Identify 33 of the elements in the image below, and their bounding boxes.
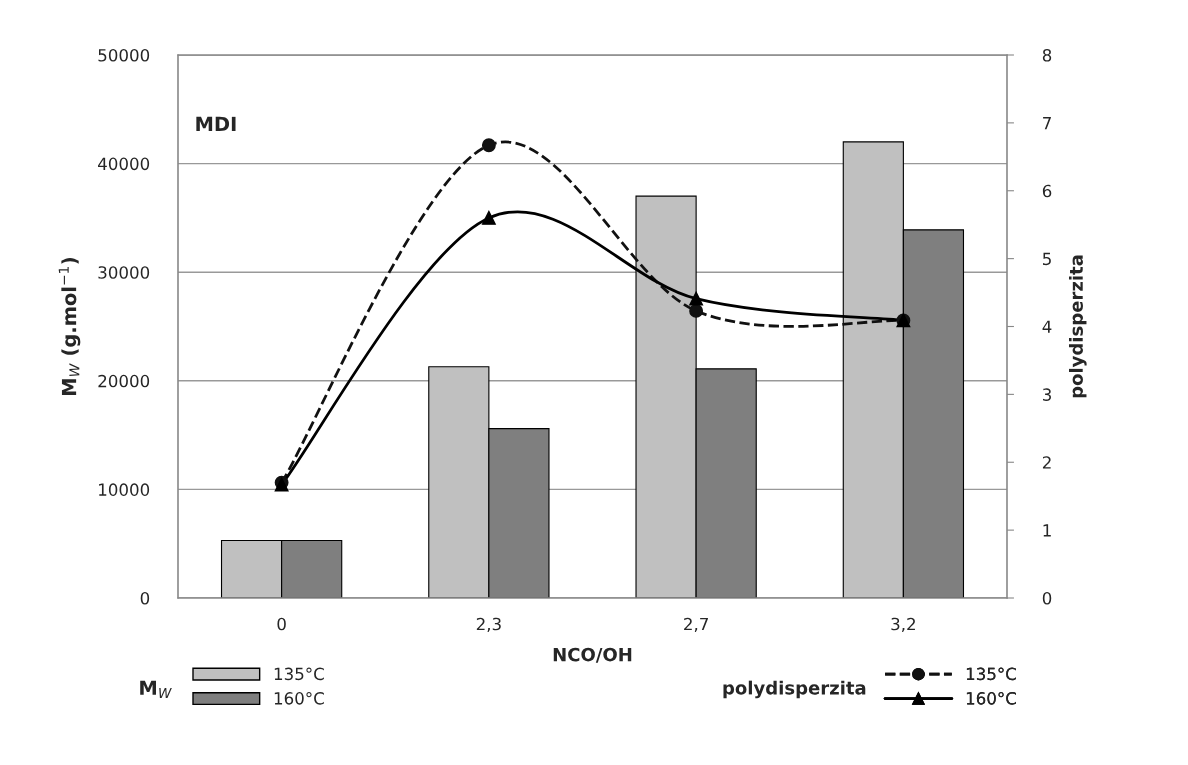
point bbox=[689, 291, 704, 306]
y2-tick-label: 5 bbox=[1043, 252, 1051, 266]
legend-label: 160°C bbox=[966, 692, 1016, 705]
legend-label: 135°C bbox=[274, 667, 324, 681]
point bbox=[481, 210, 496, 225]
y2-tick-label: 2 bbox=[1042, 456, 1051, 469]
y-tick-label: 0 bbox=[140, 591, 150, 605]
y-tick-label: 40000 bbox=[98, 157, 150, 171]
x-axis-title: NCO/OH bbox=[553, 647, 632, 663]
text: polydisperzita bbox=[723, 680, 866, 699]
x-tick-label: 3,2 bbox=[891, 617, 915, 633]
y2-tick-label: 1 bbox=[1043, 524, 1051, 537]
point bbox=[689, 303, 704, 318]
legend-label: 135°C bbox=[966, 667, 1016, 681]
y-axis-title: M$_{W}$ (g.mol$^{−1}$) bbox=[58, 258, 81, 396]
annotation: MDI bbox=[196, 116, 236, 132]
y-tick-label: 50000 bbox=[98, 48, 150, 62]
x-tick-label: 0 bbox=[277, 617, 286, 631]
y2-tick-label: 3 bbox=[1042, 388, 1051, 401]
y2-tick-label: 8 bbox=[1042, 48, 1052, 62]
y2-axis-title: polydisperzita bbox=[1068, 255, 1087, 398]
y2-tick-label: 4 bbox=[1042, 320, 1052, 333]
y-tick-label: 30000 bbox=[98, 266, 150, 279]
y-tick-label: 20000 bbox=[98, 374, 150, 388]
y-tick-label: 10000 bbox=[99, 483, 150, 496]
point bbox=[481, 138, 496, 153]
x-tick-label: 2,3 bbox=[476, 617, 501, 633]
y2-tick-label: 0 bbox=[1042, 591, 1052, 605]
text: M$_{W}$ bbox=[140, 680, 172, 698]
y2-tick-label: 7 bbox=[1043, 117, 1051, 130]
x-tick-label: 2,7 bbox=[684, 617, 708, 633]
y2-tick-label: 6 bbox=[1042, 184, 1052, 198]
legend-label: 160°C bbox=[274, 692, 324, 705]
